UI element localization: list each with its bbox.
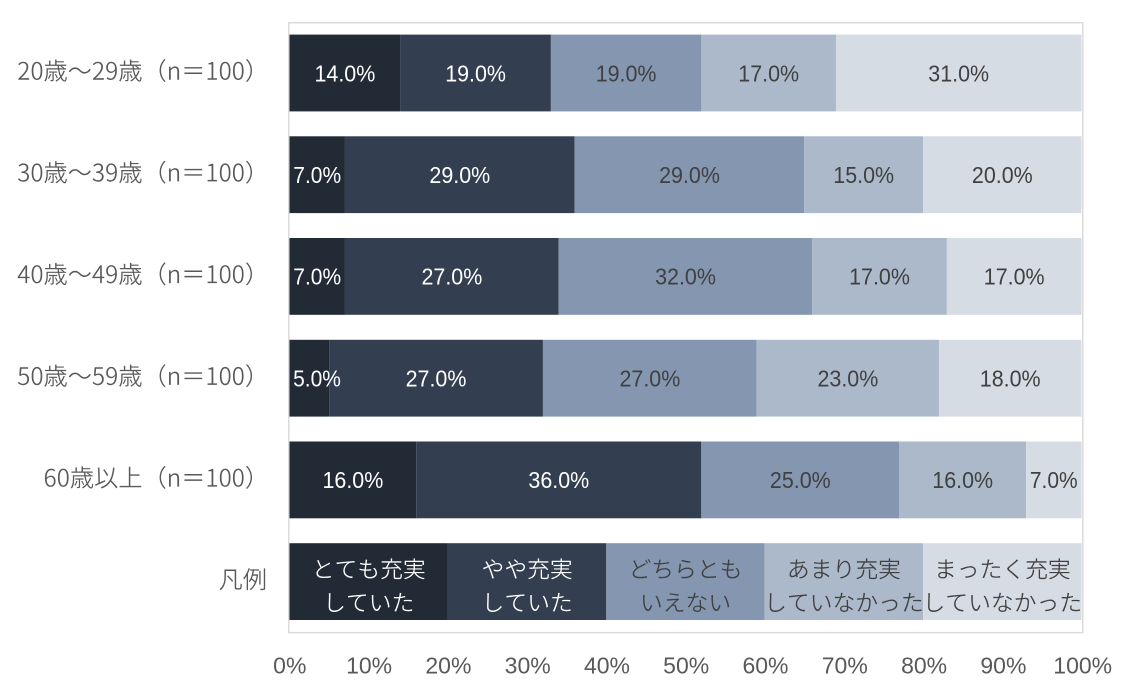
svg-text:20.0%: 20.0% bbox=[972, 162, 1033, 188]
svg-text:27.0%: 27.0% bbox=[406, 366, 467, 392]
svg-text:20%: 20% bbox=[425, 653, 471, 679]
svg-text:7.0%: 7.0% bbox=[293, 264, 341, 290]
svg-text:90%: 90% bbox=[980, 653, 1026, 679]
svg-text:7.0%: 7.0% bbox=[293, 162, 341, 188]
svg-text:15.0%: 15.0% bbox=[833, 162, 894, 188]
svg-text:5.0%: 5.0% bbox=[293, 366, 341, 392]
svg-text:40%: 40% bbox=[584, 653, 630, 679]
svg-text:16.0%: 16.0% bbox=[323, 467, 384, 493]
svg-text:27.0%: 27.0% bbox=[422, 264, 483, 290]
svg-text:31.0%: 31.0% bbox=[928, 60, 989, 86]
svg-text:32.0%: 32.0% bbox=[655, 264, 716, 290]
svg-text:25.0%: 25.0% bbox=[770, 467, 831, 493]
svg-text:29.0%: 29.0% bbox=[429, 162, 490, 188]
svg-text:23.0%: 23.0% bbox=[818, 366, 879, 392]
svg-text:18.0%: 18.0% bbox=[980, 366, 1041, 392]
svg-text:70%: 70% bbox=[822, 653, 868, 679]
svg-text:60%: 60% bbox=[742, 653, 788, 679]
svg-text:7.0%: 7.0% bbox=[1030, 467, 1078, 493]
svg-text:19.0%: 19.0% bbox=[445, 60, 506, 86]
svg-text:50%: 50% bbox=[663, 653, 709, 679]
svg-text:19.0%: 19.0% bbox=[596, 60, 657, 86]
svg-text:17.0%: 17.0% bbox=[849, 264, 910, 290]
svg-text:80%: 80% bbox=[901, 653, 947, 679]
svg-text:10%: 10% bbox=[346, 653, 392, 679]
svg-text:0%: 0% bbox=[273, 653, 306, 679]
svg-text:14.0%: 14.0% bbox=[315, 60, 376, 86]
svg-text:17.0%: 17.0% bbox=[738, 60, 799, 86]
svg-text:17.0%: 17.0% bbox=[984, 264, 1045, 290]
svg-text:100%: 100% bbox=[1053, 653, 1112, 679]
svg-text:16.0%: 16.0% bbox=[932, 467, 993, 493]
svg-text:30%: 30% bbox=[505, 653, 551, 679]
svg-text:27.0%: 27.0% bbox=[620, 366, 681, 392]
svg-text:29.0%: 29.0% bbox=[659, 162, 720, 188]
svg-text:36.0%: 36.0% bbox=[528, 467, 589, 493]
